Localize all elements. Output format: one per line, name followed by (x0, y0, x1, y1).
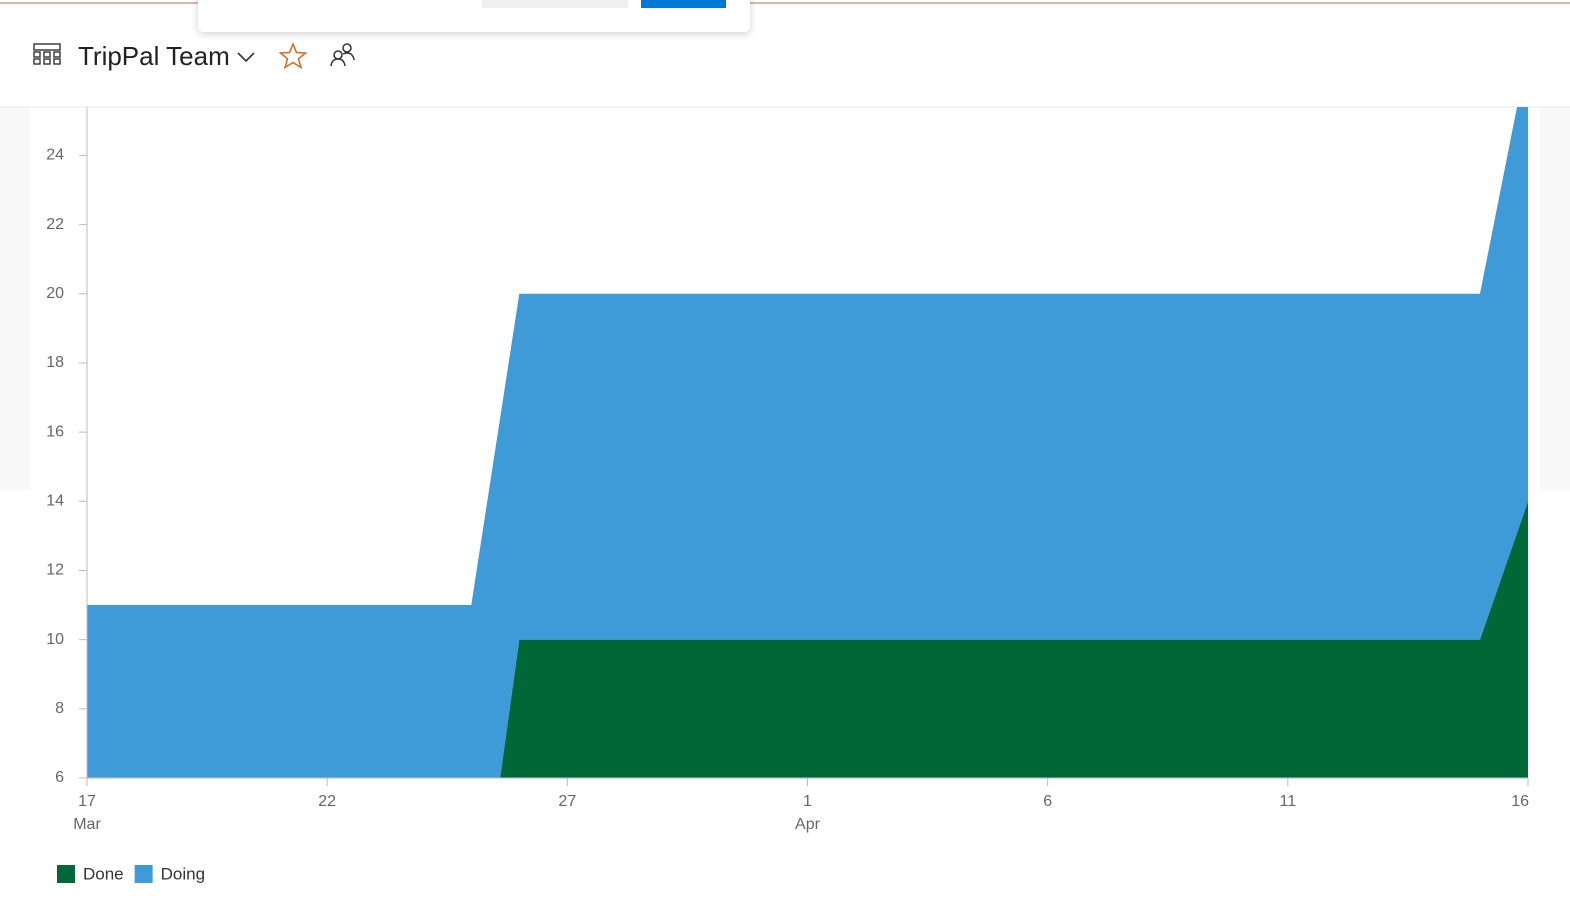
y-tick-label: 8 (55, 700, 64, 717)
y-tick-label: 14 (46, 493, 64, 510)
y-tick-label: 16 (46, 423, 64, 440)
y-tick-label: 12 (46, 562, 64, 579)
favorite-star[interactable] (278, 42, 308, 70)
side-panel (1540, 107, 1570, 490)
team-dropdown[interactable] (237, 52, 255, 63)
x-tick-label: 1 (803, 793, 812, 810)
board-icon (33, 43, 61, 65)
y-tick-label: 10 (46, 631, 64, 648)
y-tick-label: 6 (55, 769, 64, 786)
popup (198, 0, 750, 32)
team-members-icon[interactable] (330, 43, 355, 67)
y-tick-label: 18 (46, 354, 64, 371)
plot-area (87, 107, 1528, 778)
legend-swatch (134, 865, 153, 883)
x-month-label: Mar (73, 816, 101, 833)
x-tick-label: 17 (78, 793, 96, 810)
legend-label: Done (83, 864, 124, 883)
x-tick-label: 22 (318, 793, 336, 810)
legend-label: Doing (161, 864, 205, 883)
x-tick-label: 16 (1511, 793, 1529, 810)
popup-primary-button[interactable] (641, 0, 726, 8)
y-tick-label: 20 (46, 285, 64, 302)
x-tick-label: 6 (1043, 793, 1052, 810)
side-panel (0, 107, 30, 490)
popup-button[interactable] (482, 0, 628, 8)
y-tick-label: 24 (46, 147, 64, 164)
team-title[interactable]: TripPal Team (78, 41, 230, 71)
legend-swatch (57, 865, 75, 883)
y-tick-label: 22 (46, 216, 64, 233)
area-doing (87, 107, 1528, 778)
x-month-label: Apr (795, 816, 821, 833)
x-tick-label: 11 (1280, 793, 1297, 810)
x-tick-label: 27 (558, 793, 576, 810)
